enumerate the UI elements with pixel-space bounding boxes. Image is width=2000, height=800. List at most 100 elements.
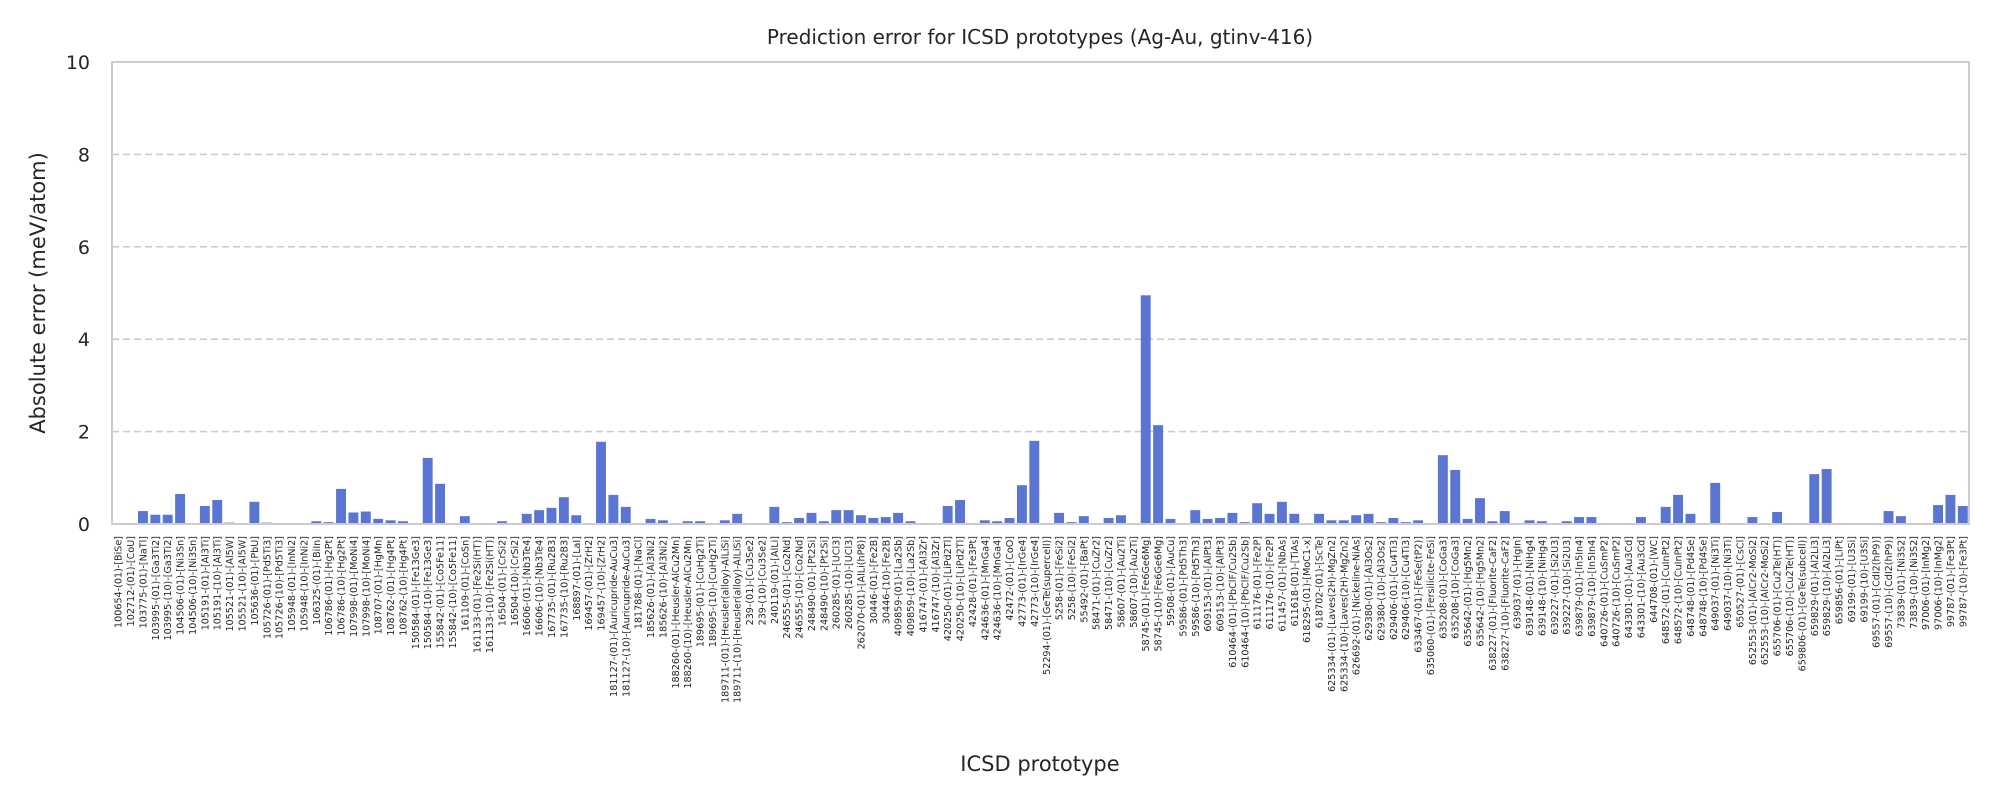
x-tick-label: 409859-(01)-[La2Sb] — [894, 536, 905, 636]
x-tick-label: 150584-(10)-[Fe13Ge3] — [423, 536, 434, 649]
y-tick-label: 8 — [78, 144, 90, 166]
x-tick-label: 629406-(01)-[Cu4Ti3] — [1389, 536, 1400, 640]
x-tick-label: 260285-(01)-[UCl3] — [832, 536, 843, 629]
x-tick-label: 262070-(01)-[AlLi(hP8)] — [856, 536, 867, 649]
x-tick-label: 108707-(01)-[HgMn] — [374, 536, 385, 634]
bar — [1215, 517, 1225, 524]
x-tick-label: 659829-(01)-[Al2Li3] — [1810, 536, 1821, 636]
bar — [459, 516, 470, 524]
x-tick-label: 635642-(01)-[Hg5Mn2] — [1463, 536, 1474, 647]
x-tick-label: 648572-(01)-[CuInPt2] — [1661, 536, 1672, 644]
x-tick-label: 189711-(10)-[Heusler(alloy)-AlLiSi] — [733, 536, 744, 703]
bar — [732, 513, 743, 524]
x-axis-label: ICSD prototype — [960, 752, 1119, 776]
x-tick-label: 635642-(10)-[Hg5Mn2] — [1475, 536, 1486, 647]
bar — [249, 501, 260, 524]
x-tick-label: 420250-(01)-[LiPd2Tl] — [943, 536, 954, 641]
x-tick-label: 409859-(10)-[La2Sb] — [906, 536, 917, 636]
x-tick-label: 189711-(01)-[Heusler(alloy)-AlLiSi] — [720, 536, 731, 703]
x-tick-label: 42773-(10)-[IrGe4] — [1030, 536, 1041, 627]
x-tick-label: 169457-(10)-[ZrH2] — [597, 536, 608, 631]
x-tick-label: 108762-(01)-[Hg4Pt] — [386, 536, 397, 636]
x-tick-label: 609153-(01)-[AlPt3] — [1203, 536, 1214, 632]
bar — [150, 514, 161, 524]
bar — [1276, 501, 1287, 524]
x-tick-label: 611457-(01)-[NbAs] — [1277, 536, 1288, 632]
x-tick-label: 655706-(10)-[Cu2Te(HT)] — [1785, 536, 1796, 656]
bar — [1227, 512, 1238, 524]
x-tick-label: 16504-(10)-[CrSi2] — [510, 536, 521, 626]
bar — [360, 511, 371, 524]
bar — [1772, 511, 1783, 524]
x-tick-label: 42472-(01)-[CoO] — [1005, 536, 1016, 621]
bar — [657, 520, 668, 524]
x-tick-label: 188260-(10)-[Heusler-AlCu2Mn] — [683, 536, 694, 689]
x-tick-label: 639148-(10)-[NiHg4] — [1537, 536, 1548, 636]
bar — [1499, 511, 1510, 524]
x-tick-label: 650527-(01)-[CsCl] — [1735, 536, 1746, 628]
x-tick-label: 652553-(10)-[AlCr2-MoSi2] — [1760, 536, 1771, 665]
bar — [1673, 494, 1684, 524]
x-tick-label: 5258-(10)-[FeSi2] — [1067, 536, 1078, 620]
x-tick-label: 659856-(01)-[LiPt] — [1835, 536, 1846, 624]
x-tick-label: 106786-(01)-[Hg2Pt] — [324, 536, 335, 636]
bar — [1685, 513, 1696, 524]
x-tick-label: 181788-(01)-[NaCl] — [634, 536, 645, 629]
x-tick-label: 16606-(01)-[Nb3Te4] — [522, 536, 533, 636]
x-tick-label: 167735-(01)-[Ru2B3] — [547, 536, 558, 638]
bar — [695, 521, 706, 524]
x-tick-label: 59508-(01)-[AuCu] — [1166, 536, 1177, 626]
x-tick-label: 150584-(01)-[Fe13Ge3] — [411, 536, 422, 649]
x-tick-label: 168897-(01)-[LaI] — [572, 536, 583, 621]
x-tick-label: 239-(01)-[Cu3Se2] — [745, 536, 756, 625]
bar — [1054, 512, 1065, 524]
bar — [1660, 506, 1671, 524]
x-tick-label: 639227-(10)-[Si2U3] — [1562, 536, 1573, 635]
bar — [1747, 517, 1758, 524]
x-tick-label: 16606-(10)-[Nb3Te4] — [535, 536, 546, 636]
x-tick-label: 659829-(10)-[Al2Li3] — [1822, 536, 1833, 636]
x-tick-label: 73839-(10)-[Ni3S2] — [1909, 536, 1920, 629]
y-tick-label: 2 — [78, 422, 90, 444]
x-tick-label: 635060-(01)-[Fersilicite-FeSi] — [1426, 536, 1437, 675]
x-tick-label: 189695-(10)-[CuHg2Ti] — [708, 536, 719, 647]
bar — [546, 507, 557, 524]
bar — [311, 521, 322, 524]
x-tick-label: 97006-(10)-[InMg2] — [1934, 536, 1945, 630]
bar — [1029, 440, 1040, 524]
x-tick-label: 155842-(10)-[Co5Fe11] — [448, 536, 459, 649]
bar — [596, 441, 606, 524]
x-tick-label: 59586-(10)-[Pd5Th3] — [1191, 536, 1202, 637]
bar — [336, 488, 346, 524]
x-tick-label: 105726-(10)-[Pd5Ti3] — [275, 536, 286, 639]
bar — [1561, 521, 1572, 524]
x-tick-label: 69199-(01)-[U3Si] — [1847, 536, 1858, 623]
x-tick-label: 648748-(10)-[Pd4Se] — [1698, 536, 1709, 637]
x-tick-label: 644708-(01)-[WC] — [1649, 536, 1660, 623]
bar — [1363, 513, 1374, 524]
bar — [1895, 516, 1906, 524]
bar — [1202, 518, 1213, 524]
bar — [1351, 515, 1362, 524]
x-tick-label: 58607-(10)-[Au2Ti] — [1129, 536, 1140, 628]
x-tick-label: 611176-(01)-[Fe2P] — [1253, 536, 1264, 630]
x-tick-label: 105521-(10)-[Al5W] — [237, 536, 248, 632]
x-tick-label: 58607-(01)-[Au2Ti] — [1116, 536, 1127, 628]
bar — [1809, 474, 1820, 524]
bar — [1574, 517, 1584, 524]
x-tick-label: 609153-(10)-[AlPt3] — [1216, 536, 1227, 632]
x-tick-label: 189695-(01)-[CuHg2Ti] — [696, 536, 707, 647]
bar — [794, 517, 805, 524]
x-tick-label: 629380-(10)-[Al3Os2] — [1376, 536, 1387, 641]
bar — [806, 512, 817, 524]
x-tick-label: 420250-(10)-[LiPd2Tl] — [956, 536, 967, 641]
bar — [1078, 516, 1089, 524]
x-tick-label: 105636-(01)-[PbU] — [250, 536, 261, 626]
x-tick-label: 106786-(10)-[Hg2Pt] — [337, 536, 348, 636]
x-tick-label: 639227-(01)-[Si2U3] — [1550, 536, 1561, 635]
x-tick-label: 169457-(01)-[ZrH2] — [584, 536, 595, 631]
x-tick-label: 167735-(10)-[Ru2B3] — [559, 536, 570, 638]
bar — [620, 506, 631, 524]
x-tick-label: 58745-(10)-[Fe6Ge6Mg] — [1154, 536, 1165, 651]
bar — [1450, 469, 1461, 524]
